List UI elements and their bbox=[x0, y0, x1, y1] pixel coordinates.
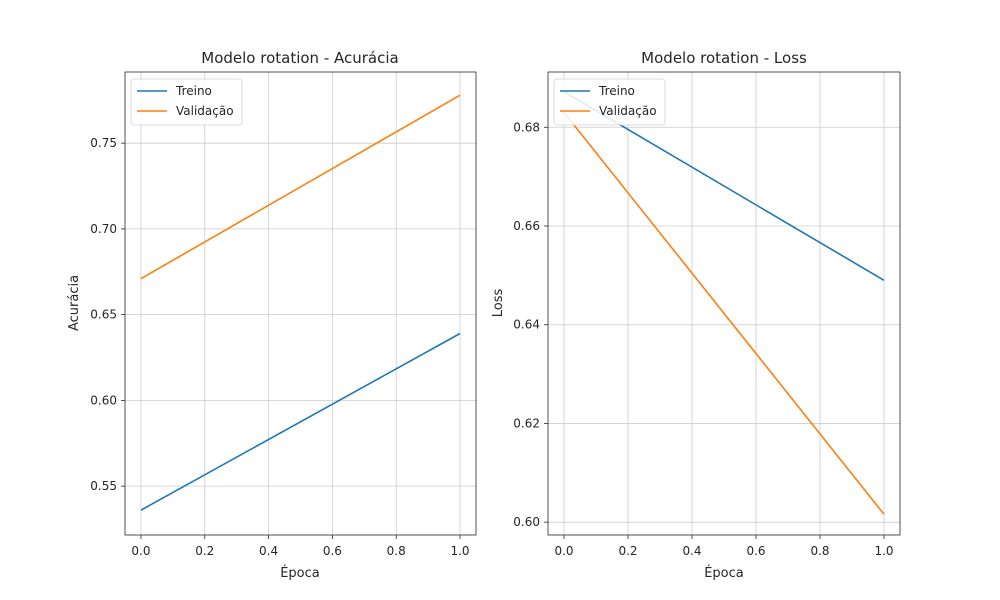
accuracy-x-tick-label: 0.2 bbox=[195, 544, 214, 558]
accuracy-y-axis-label: Acurácia bbox=[67, 275, 82, 331]
accuracy-legend-treino-label: Treino bbox=[175, 84, 212, 98]
loss-chart: Modelo rotation - Loss 0.0 0.2 0.4 0.6 0.8 1.… bbox=[491, 49, 901, 581]
accuracy-y-tick-label: 0.60 bbox=[90, 393, 117, 407]
accuracy-x-axis-label: Época bbox=[280, 565, 320, 581]
accuracy-chart-title: Modelo rotation - Acurácia bbox=[201, 49, 398, 67]
accuracy-legend: Treino Validação bbox=[130, 78, 243, 126]
loss-legend-validacao-label: Validação bbox=[599, 104, 657, 118]
loss-x-axis-label: Época bbox=[704, 565, 744, 581]
loss-legend: Treino Validação bbox=[553, 78, 666, 126]
accuracy-legend-validacao-label: Validação bbox=[176, 104, 234, 118]
accuracy-chart: Modelo rotation - Acurácia 0.0 0.2 0.4 0.6 0… bbox=[67, 49, 477, 581]
accuracy-y-tick-label: 0.55 bbox=[90, 479, 117, 493]
accuracy-x-tick-label: 0.0 bbox=[131, 544, 150, 558]
accuracy-x-tick-label: 0.4 bbox=[259, 544, 278, 558]
loss-plot-frame bbox=[547, 71, 901, 536]
loss-y-tick-label: 0.66 bbox=[513, 219, 540, 233]
accuracy-x-tick-label: 0.8 bbox=[387, 544, 406, 558]
loss-y-tick-label: 0.62 bbox=[513, 416, 540, 430]
loss-y-tick-label: 0.68 bbox=[513, 120, 540, 134]
accuracy-x-tick-label: 0.6 bbox=[323, 544, 342, 558]
loss-x-tick-label: 0.2 bbox=[618, 544, 637, 558]
accuracy-x-tick-label: 1.0 bbox=[450, 544, 469, 558]
accuracy-y-tick-label: 0.70 bbox=[90, 222, 117, 236]
loss-y-axis-label: Loss bbox=[491, 289, 506, 318]
loss-series-validacao-line bbox=[563, 111, 885, 515]
loss-legend-treino-label: Treino bbox=[598, 84, 635, 98]
loss-x-tick-label: 0.4 bbox=[682, 544, 701, 558]
accuracy-plot-frame bbox=[124, 71, 477, 536]
accuracy-y-tick-label: 0.65 bbox=[90, 308, 117, 322]
loss-x-tick-label: 0.6 bbox=[746, 544, 765, 558]
loss-x-tick-label: 1.0 bbox=[874, 544, 893, 558]
loss-x-tick-label: 0.0 bbox=[554, 544, 573, 558]
accuracy-y-tick-label: 0.75 bbox=[90, 136, 117, 150]
loss-y-tick-label: 0.60 bbox=[513, 515, 540, 529]
loss-x-tick-label: 0.8 bbox=[810, 544, 829, 558]
accuracy-series-validacao-line bbox=[140, 94, 461, 280]
loss-chart-title: Modelo rotation - Loss bbox=[641, 49, 807, 67]
accuracy-series-treino-line bbox=[140, 332, 461, 511]
loss-y-tick-label: 0.64 bbox=[513, 318, 540, 332]
